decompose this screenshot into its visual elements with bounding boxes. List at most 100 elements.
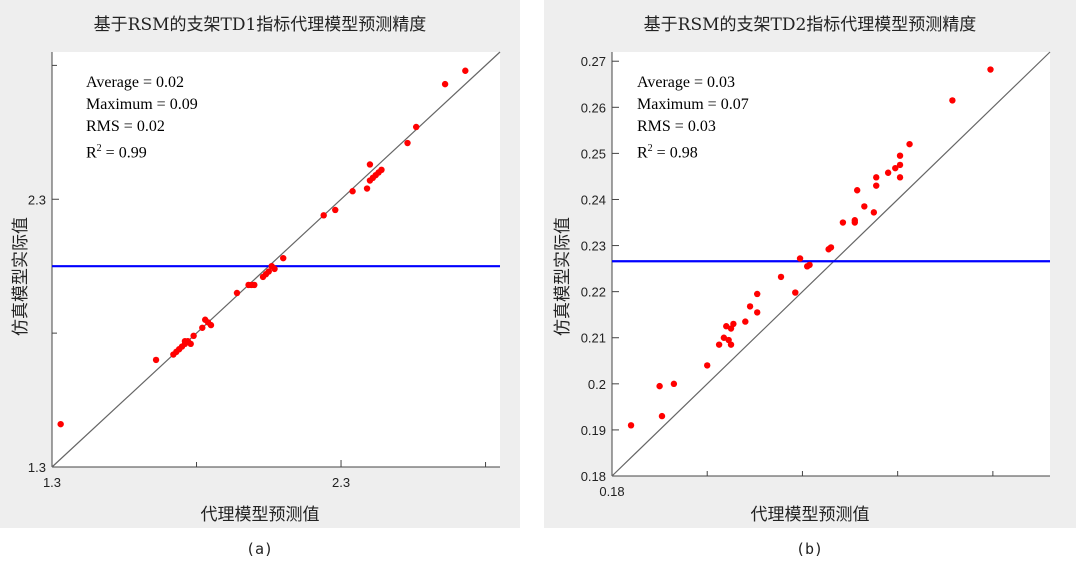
data-point [853,187,861,194]
data-point [378,166,385,174]
reference-diagonal-line [611,51,1051,477]
data-point [462,67,469,74]
data-point [906,140,913,148]
data-point [896,152,904,159]
data-point [332,206,339,214]
scatter-plot-a: 1.3 2.3 1.3 2.3 [28,51,501,490]
x-tick-label: 2.3 [332,475,350,490]
data-point [704,362,711,369]
reference-diagonal-line [51,51,501,468]
data-point [896,174,904,181]
data-point [792,289,799,296]
data-point [441,80,449,88]
data-point [884,169,892,176]
chart-title: 基于RSM的支架TD1指标代理模型预测精度 [93,15,427,35]
x-axis-label: 代理模型预测值 [200,505,320,525]
data-point [896,161,904,169]
data-point [670,380,678,388]
caption-b: (b) [796,540,824,558]
data-point [271,265,278,273]
data-point [233,289,241,297]
stat-rms: RMS = 0.03 [637,118,716,135]
x-axis-label: 代理模型预测值 [750,505,870,525]
data-point [656,382,663,390]
y-tick-label: 0.22 [581,285,606,300]
stat-r2-prefix: R [86,144,97,162]
data-point [892,164,899,172]
data-point [181,337,189,345]
stat-r2-value: = 0.98 [652,144,698,162]
data-point [366,161,374,168]
chart-title: 基于RSM的支架TD2指标代理模型预测精度 [643,15,977,35]
data-point [187,340,194,348]
data-point [349,188,356,195]
data-point [207,321,215,329]
data-point [746,303,754,310]
y-axis-label: 仿真模型实际值 [11,217,31,336]
data-point [363,185,371,192]
stats-box: Average = 0.02 Maximum = 0.09 RMS = 0.02… [86,72,198,164]
data-point [873,174,880,181]
data-point [851,217,859,224]
data-point [730,320,737,328]
y-tick-label: 0.27 [581,54,606,69]
chart-panel-a: 基于RSM的支架TD1指标代理模型预测精度 1.3 2.3 1.3 2.3 Avera… [0,0,520,528]
stat-r2-prefix: R [637,144,648,162]
data-point [404,139,411,147]
data-point [199,324,206,331]
caption-a: (a) [246,540,274,558]
data-point [987,66,994,73]
stat-maximum: Maximum = 0.07 [637,96,749,113]
stat-average: Average = 0.02 [86,74,185,91]
data-point [754,309,761,316]
stat-average: Average = 0.03 [637,74,736,91]
data-point [412,123,420,131]
data-point [715,341,723,348]
data-point [627,422,635,429]
data-point [723,323,730,330]
y-tick-label: 0.23 [581,239,606,254]
scatter-plot-b: 0.180.18 0.19 0.2 0.21 0.22 0.23 0.24 0.25 0.26 0… [581,51,1051,499]
data-point [658,412,666,420]
data-point [796,255,804,262]
stat-r2: R2 = 0.98 [637,138,749,164]
stat-r2-sup: 2 [96,143,102,154]
x-tick-label: 1.3 [43,475,61,490]
y-tick-label: 0.26 [581,100,606,115]
data-point [265,268,272,275]
stat-r2: R2 = 0.99 [86,138,198,164]
data-point [320,212,327,219]
x-tick-label: 0.18 [599,484,624,499]
y-axis-label: 仿真模型实际值 [553,217,573,336]
data-point [777,273,785,281]
stat-r2-sup: 2 [647,143,653,154]
data-point [870,209,878,216]
stat-r2-value: = 0.99 [101,144,147,162]
data-point [839,219,847,226]
y-tick-label: 2.3 [28,192,46,207]
y-tick-label: 0.19 [581,423,606,438]
chart-panel-b: 基于RSM的支架TD2指标代理模型预测精度 0.18 0.18 0.19 0.2 0.2… [544,0,1076,528]
data-point [720,334,728,341]
data-point [280,254,287,262]
data-point [57,420,64,428]
stat-rms: RMS = 0.02 [86,118,165,135]
y-tick-label: 0.18 [581,469,606,484]
data-point [754,290,761,298]
y-tick-label: 0.21 [581,331,606,346]
data-point [190,332,197,340]
data-point [873,182,880,189]
data-point [806,261,813,269]
stat-maximum: Maximum = 0.09 [86,96,198,113]
stats-box: Average = 0.03 Maximum = 0.07 RMS = 0.03… [637,72,749,164]
data-point [152,356,160,364]
data-point [827,244,835,251]
y-tick-label: 0.25 [581,146,606,161]
data-point [742,318,749,325]
y-tick-label: 0.24 [581,192,606,207]
y-tick-label: 0.2 [588,377,606,392]
data-point [949,97,956,104]
data-point [727,341,735,348]
data-point [861,203,868,210]
data-point [251,281,258,289]
